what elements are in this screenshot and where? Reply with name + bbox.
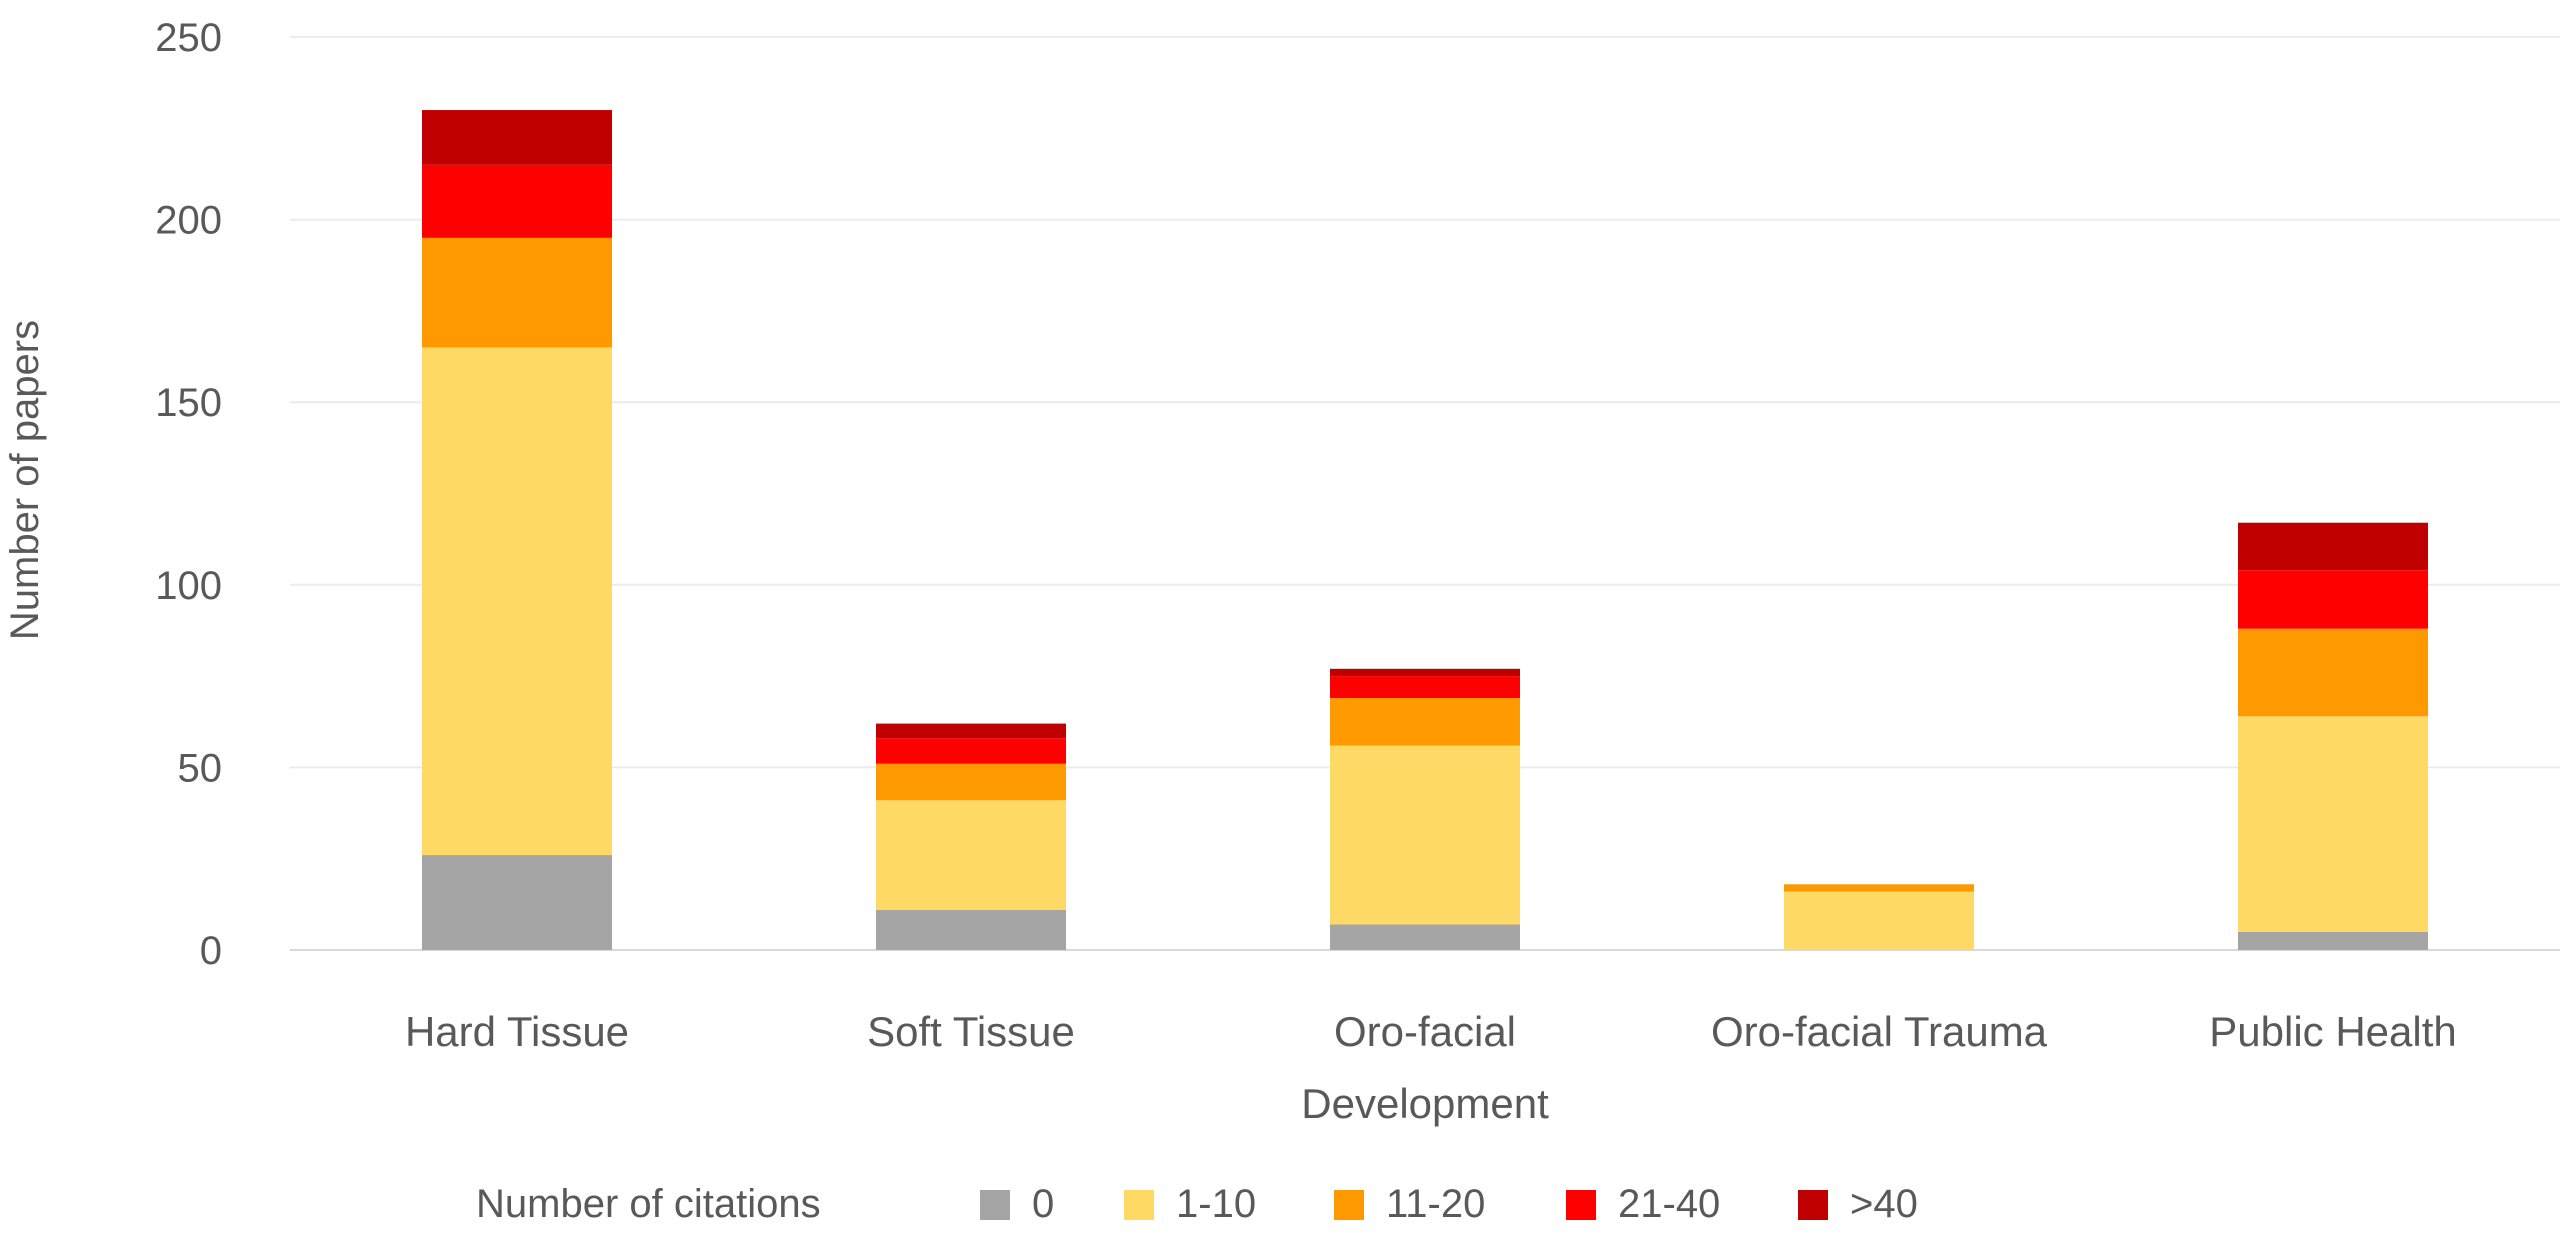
x-category-label: Development xyxy=(1301,1080,1549,1127)
y-tick-label: 150 xyxy=(155,381,222,425)
bar-segment-5-1 xyxy=(2238,931,2428,950)
y-axis-tick-labels: 0 50 100 150 200 250 xyxy=(155,16,222,973)
legend-swatch-2 xyxy=(1124,1190,1154,1220)
bar-segment-3-3 xyxy=(1330,698,1520,746)
bar-segment-1-2 xyxy=(422,347,612,856)
bar-segment-4-2 xyxy=(1784,891,1974,950)
x-category-label: Oro-facial xyxy=(1334,1008,1516,1055)
bar-segment-3-4 xyxy=(1330,676,1520,699)
x-category-label: Public Health xyxy=(2209,1008,2456,1055)
bar-segment-1-5 xyxy=(422,110,612,165)
bar-segment-2-1 xyxy=(876,909,1066,950)
x-category-label: Hard Tissue xyxy=(405,1008,629,1055)
bar-segment-2-2 xyxy=(876,800,1066,910)
bar-segment-2-4 xyxy=(876,738,1066,764)
y-tick-label: 50 xyxy=(178,746,223,790)
bar-segment-2-5 xyxy=(876,723,1066,739)
legend-swatch-4 xyxy=(1566,1190,1596,1220)
bar-segment-5-2 xyxy=(2238,716,2428,932)
gridlines xyxy=(290,36,2560,951)
x-category-label: Oro-facial Trauma xyxy=(1711,1008,2048,1055)
legend-label-2: 1-10 xyxy=(1176,1182,1256,1226)
x-axis-category-labels: Hard Tissue Soft Tissue Oro-facial Developm… xyxy=(405,1008,2457,1127)
bar-segment-3-5 xyxy=(1330,668,1520,677)
legend-label-1: 0 xyxy=(1032,1182,1054,1226)
legend: Number of citations 0 1-10 11-20 21-40 >40 xyxy=(476,1182,1918,1226)
legend-label-5: >40 xyxy=(1850,1182,1918,1226)
y-tick-label: 100 xyxy=(155,564,222,608)
legend-swatch-3 xyxy=(1334,1190,1364,1220)
legend-swatch-5 xyxy=(1798,1190,1828,1220)
bar-segment-1-1 xyxy=(422,855,612,950)
y-tick-label: 250 xyxy=(155,16,222,60)
bar-segment-5-3 xyxy=(2238,628,2428,717)
x-category-label: Soft Tissue xyxy=(867,1008,1075,1055)
bars xyxy=(422,110,2428,950)
y-tick-label: 0 xyxy=(200,929,222,973)
bar-segment-1-4 xyxy=(422,164,612,238)
legend-label-3: 11-20 xyxy=(1386,1182,1485,1226)
bar-segment-2-3 xyxy=(876,763,1066,801)
bar-segment-3-1 xyxy=(1330,924,1520,950)
bar-segment-3-2 xyxy=(1330,745,1520,925)
legend-label-4: 21-40 xyxy=(1618,1182,1720,1226)
bar-segment-5-4 xyxy=(2238,570,2428,629)
y-tick-label: 200 xyxy=(155,199,222,243)
bar-segment-4-3 xyxy=(1784,884,1974,892)
legend-swatch-1 xyxy=(980,1190,1010,1220)
bar-segment-5-5 xyxy=(2238,522,2428,571)
y-axis-title: Number of papers xyxy=(3,320,47,640)
legend-title: Number of citations xyxy=(476,1182,821,1226)
bar-segment-1-3 xyxy=(422,237,612,348)
